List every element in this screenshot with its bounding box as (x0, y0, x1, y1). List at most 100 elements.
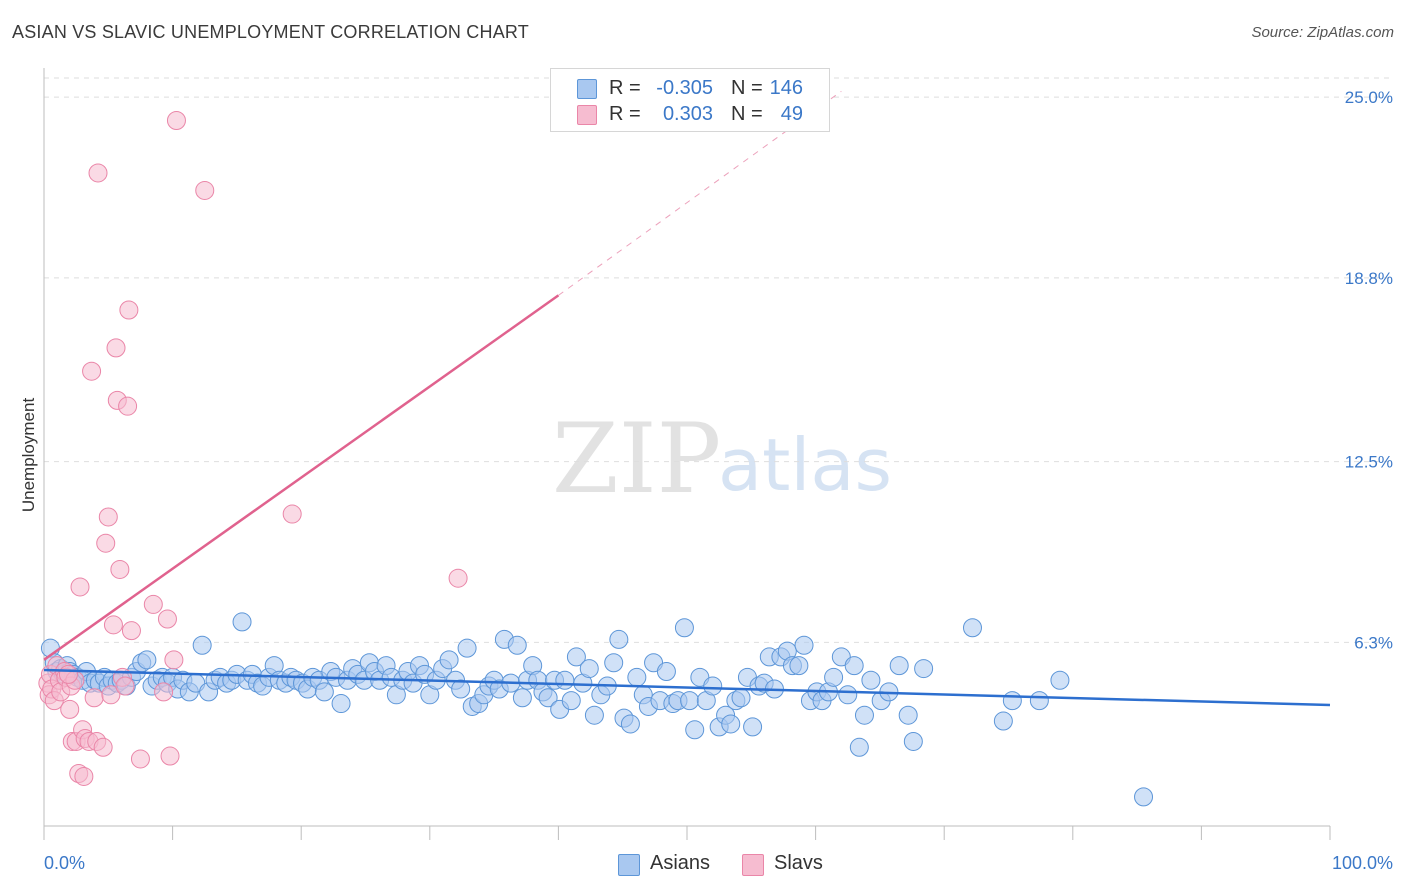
asian-point (604, 653, 624, 673)
asian-point (627, 667, 647, 687)
slav-point (82, 361, 102, 381)
chart-title: ASIAN VS SLAVIC UNEMPLOYMENT CORRELATION… (12, 22, 529, 42)
y-axis-label: Unemployment (19, 398, 38, 513)
asian-point (849, 737, 869, 757)
asian-point (889, 656, 909, 676)
asian-point (609, 629, 629, 649)
watermark-zip: ZIP (552, 403, 721, 515)
source-label: Source: ZipAtlas.com (1251, 24, 1394, 41)
slav-point (74, 766, 94, 786)
slav-point (448, 568, 468, 588)
asian-point (838, 685, 858, 705)
slav-point (121, 621, 141, 641)
asian-point (439, 650, 459, 670)
slav-point (101, 685, 121, 705)
slavs-legend-label: Slavs (774, 852, 823, 874)
slavs-legend-swatch (742, 854, 764, 876)
r-label: R = (609, 77, 641, 99)
legend-row-slavs: R = 0.303 N = 49 (551, 101, 829, 127)
asian-point (1050, 670, 1070, 690)
slav-point (96, 533, 116, 553)
y-tick-label: 6.3% (1354, 633, 1393, 652)
slav-point (115, 676, 135, 696)
asian-point (731, 688, 751, 708)
asians-swatch (577, 79, 597, 99)
slav-point (118, 396, 138, 416)
slav-point (195, 180, 215, 200)
watermark-atlas: atlas (718, 423, 892, 507)
asian-point (555, 670, 575, 690)
slav-point (166, 110, 186, 130)
asian-point (861, 670, 881, 690)
x-tick-marks (43, 826, 1331, 840)
slav-point (160, 746, 180, 766)
x-tick-label: 0.0% (44, 853, 85, 873)
asians-trend-line (43, 668, 1331, 707)
slav-point (143, 594, 163, 614)
asians-legend-swatch (618, 854, 640, 876)
r-label: R = (609, 103, 641, 125)
gridlines (44, 77, 1394, 643)
asian-point (685, 720, 705, 740)
slav-point (98, 507, 118, 527)
slav-point (58, 664, 78, 684)
slav-point (282, 504, 302, 524)
slav-point (88, 163, 108, 183)
asians-legend-label: Asians (650, 852, 711, 874)
slavs-points (38, 110, 468, 786)
asian-point (192, 635, 212, 655)
y-tick-labels: 6.3% 12.5% 18.8% 25.0% (1345, 88, 1393, 652)
asian-point (898, 705, 918, 725)
asian-point (538, 688, 558, 708)
slav-point (154, 682, 174, 702)
asian-point (903, 731, 923, 751)
slav-point (84, 688, 104, 708)
x-tick-label: 100.0% (1332, 853, 1393, 873)
asian-point (993, 711, 1013, 731)
n-label: N = (731, 77, 763, 99)
n-value: 146 (769, 77, 803, 99)
legend-row-asians: R = -0.305 N = 146 (551, 75, 829, 101)
asian-point (137, 650, 157, 670)
asian-point (314, 682, 334, 702)
trend-lines (43, 90, 1331, 707)
asian-point (579, 659, 599, 679)
asian-point (656, 661, 676, 681)
asian-point (620, 714, 640, 734)
asian-point (512, 688, 532, 708)
asian-point (962, 618, 982, 638)
asian-point (1002, 691, 1022, 711)
correlation-legend: R = -0.305 N = 146 R = 0.303 N = 49 (550, 68, 830, 132)
slav-point (119, 300, 139, 320)
asian-point (1029, 691, 1049, 711)
asian-point (674, 618, 694, 638)
asian-point (789, 656, 809, 676)
asian-point (1134, 787, 1154, 807)
n-value: 49 (780, 103, 803, 125)
asian-point (680, 691, 700, 711)
asian-point (914, 659, 934, 679)
y-tick-label: 18.8% (1345, 269, 1393, 288)
slavs-trend-line (43, 294, 560, 661)
asian-point (331, 694, 351, 714)
slavs-swatch (577, 105, 597, 125)
asian-point (457, 638, 477, 658)
slav-point (93, 737, 113, 757)
slav-point (70, 577, 90, 597)
n-label: N = (731, 103, 763, 125)
asian-point (721, 714, 741, 734)
y-tick-label: 12.5% (1345, 453, 1393, 472)
r-value: -0.305 (656, 77, 713, 99)
x-tick-labels: 0.0% 100.0% (44, 853, 1393, 873)
asian-point (561, 691, 581, 711)
y-tick-label: 25.0% (1345, 88, 1393, 107)
asian-point (824, 667, 844, 687)
r-value: 0.303 (662, 103, 713, 125)
slav-point (110, 559, 130, 579)
slav-point (130, 749, 150, 769)
slav-point (60, 699, 80, 719)
slav-point (103, 615, 123, 635)
asian-point (854, 705, 874, 725)
slav-point (106, 338, 126, 358)
